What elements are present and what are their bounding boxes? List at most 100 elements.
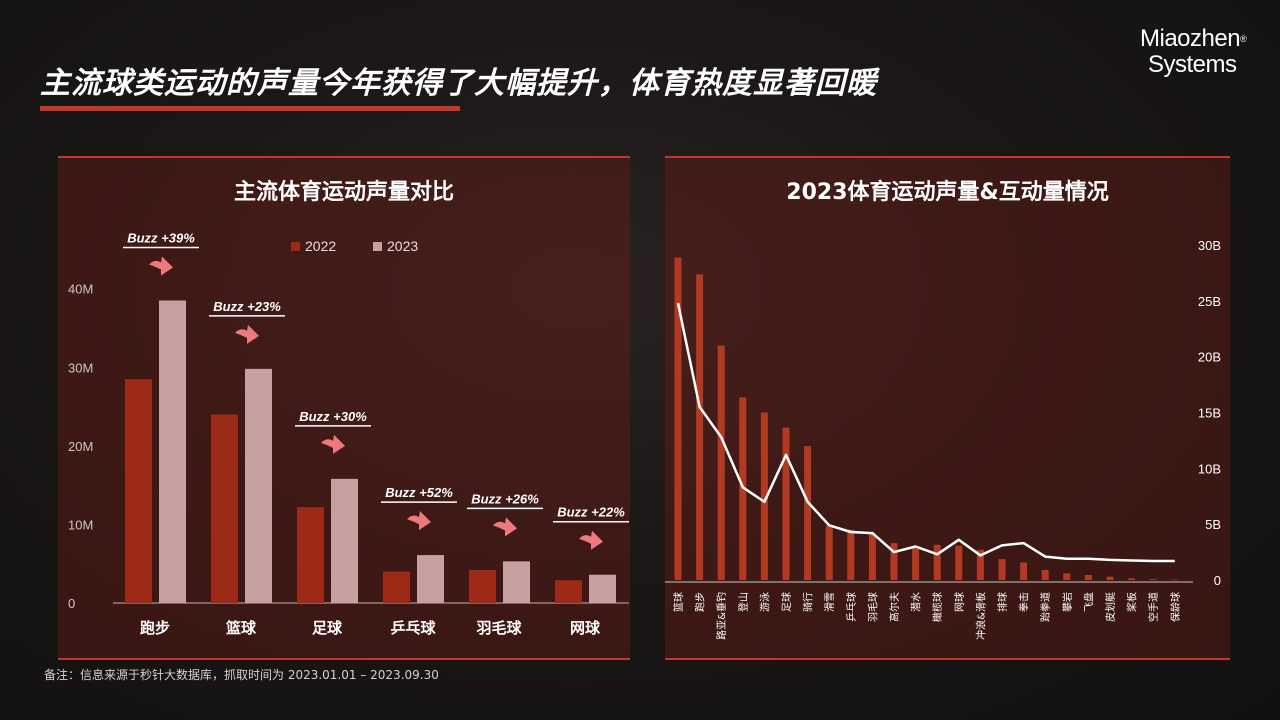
headline: 主流球类运动的声量今年获得了大幅提升，体育热度显著回暖 [40, 66, 877, 101]
buzz-annotation: Buzz +22% [557, 505, 625, 520]
bar-2022 [125, 379, 152, 603]
bar-2023 [503, 561, 530, 603]
category-label: 排球 [996, 592, 1009, 612]
bar-volume [1063, 573, 1071, 580]
bar-2022 [383, 571, 410, 603]
y2-tick-label: 20B [1198, 350, 1221, 365]
bar-volume [760, 412, 768, 580]
category-label: 保龄球 [1169, 592, 1182, 622]
bar-volume [998, 559, 1006, 580]
y2-tick-label: 5B [1205, 517, 1221, 532]
bar-2023 [417, 555, 444, 603]
growth-arrow-icon [579, 530, 603, 550]
bar-volume [847, 529, 855, 580]
buzz-annotation: Buzz +23% [213, 299, 281, 314]
bar-volume [1106, 576, 1114, 580]
registered-mark: ® [1240, 34, 1247, 44]
category-label: 空手道 [1147, 592, 1160, 622]
category-label: 足球 [780, 592, 793, 612]
buzz-annotation: Buzz +26% [471, 491, 539, 506]
bar-volume [825, 525, 833, 580]
category-label: 滑雪 [824, 592, 836, 612]
buzz-annotation: Buzz +52% [385, 485, 453, 500]
buzz-annotation: Buzz +30% [299, 409, 367, 424]
category-label: 冲浪&滑板 [974, 592, 987, 640]
left-chart-title: 主流体育运动声量对比 [233, 180, 454, 205]
y-tick-label: 0 [68, 596, 75, 611]
left-bar-chart: 0 10M 20M 30M 40M 2022 2023 跑步 Buzz +39% 篮球 Buzz +… [68, 231, 629, 637]
bar-volume [868, 533, 876, 580]
bar-volume [912, 546, 920, 580]
category-label: 拳击 [1018, 592, 1031, 612]
bar-volume [1020, 562, 1028, 580]
category-label: 游泳 [758, 592, 771, 612]
bar-volume [955, 545, 963, 580]
category-label: 网球 [570, 619, 601, 637]
category-label: 跑步 [694, 592, 707, 612]
bar-2022 [211, 414, 238, 603]
bar-volume [696, 274, 704, 580]
bar-volume [717, 345, 725, 580]
category-label: 羽毛球 [866, 592, 879, 622]
right-combo-chart: 0 5B 10B 15B 20B 25B 30B 篮球 跑步 路亚&垂钓 登山 游泳 足球 骑行 滑雪 乒乓球… [665, 238, 1221, 640]
y-tick-label: 20M [68, 439, 93, 454]
category-label: 篮球 [672, 592, 685, 612]
y-tick-label: 10M [68, 517, 93, 532]
growth-arrow-icon [407, 511, 431, 531]
category-label: 皮划艇 [1104, 592, 1117, 622]
legend-swatch-2022 [291, 242, 300, 251]
category-label: 橄榄球 [931, 592, 944, 622]
category-label: 攀岩 [1061, 592, 1074, 612]
growth-arrow-icon [321, 434, 345, 454]
y2-tick-label: 0 [1214, 573, 1221, 588]
category-label: 乒乓球 [845, 592, 858, 622]
interaction-line [676, 302, 1175, 563]
right-chart-panel: 2023体育运动声量&互动量情况 0 5B 10B 15B 20B 25B 30B 篮球 跑步路… [665, 156, 1230, 660]
category-label: 乒乓球 [390, 619, 436, 637]
headline-underline [40, 106, 460, 111]
bar-volume [1149, 579, 1157, 580]
growth-arrow-icon [235, 324, 259, 344]
brand-logo: Miaozhen® Systems [1140, 26, 1250, 78]
category-label: 篮球 [225, 619, 257, 637]
bar-volume [1041, 569, 1049, 580]
legend-label-2022: 2022 [305, 238, 336, 254]
bar-2023 [589, 574, 616, 603]
footnote: 备注：信息来源于秒针大数据库，抓取时间为 2023.01.01 – 2023.0… [44, 668, 439, 682]
bar-2022 [469, 570, 496, 603]
bar-volume [933, 544, 941, 580]
y2-tick-label: 25B [1198, 294, 1221, 309]
category-label: 登山 [737, 592, 750, 612]
bar-2022 [555, 580, 582, 603]
category-label: 路亚&垂钓 [715, 592, 728, 640]
bar-volume [1084, 574, 1092, 580]
bar-volume [1171, 579, 1179, 581]
legend-label-2023: 2023 [387, 238, 418, 254]
category-label: 网球 [953, 592, 966, 612]
bar-2023 [245, 368, 272, 603]
bar-volume [976, 549, 984, 580]
bar-2022 [297, 507, 324, 603]
category-label: 足球 [312, 619, 343, 637]
category-label: 跆拳道 [1039, 592, 1052, 622]
growth-arrow-icon [493, 517, 517, 537]
logo-line1: Miaozhen [1140, 25, 1241, 52]
bar-volume [674, 257, 682, 580]
bar-volume [804, 446, 812, 580]
left-chart-panel: 主流体育运动声量对比 0 10M 20M 30M 40M 2022 2023 跑步 Buzz +… [58, 156, 630, 660]
y-tick-label: 40M [68, 282, 93, 297]
bar-volume [1128, 578, 1136, 580]
buzz-annotation: Buzz +39% [127, 231, 195, 246]
category-label: 羽毛球 [476, 619, 522, 637]
y2-tick-label: 15B [1198, 406, 1221, 421]
right-chart-title: 2023体育运动声量&互动量情况 [786, 180, 1109, 205]
category-label: 桨板 [1126, 592, 1139, 612]
bar-2023 [159, 300, 186, 603]
y2-tick-label: 10B [1198, 461, 1221, 476]
category-label: 飞盘 [1082, 592, 1095, 612]
growth-arrow-icon [149, 256, 173, 276]
category-label: 骑行 [802, 592, 815, 612]
logo-line2: Systems [1148, 51, 1237, 78]
bar-volume [890, 543, 898, 580]
y-tick-label: 30M [68, 360, 93, 375]
